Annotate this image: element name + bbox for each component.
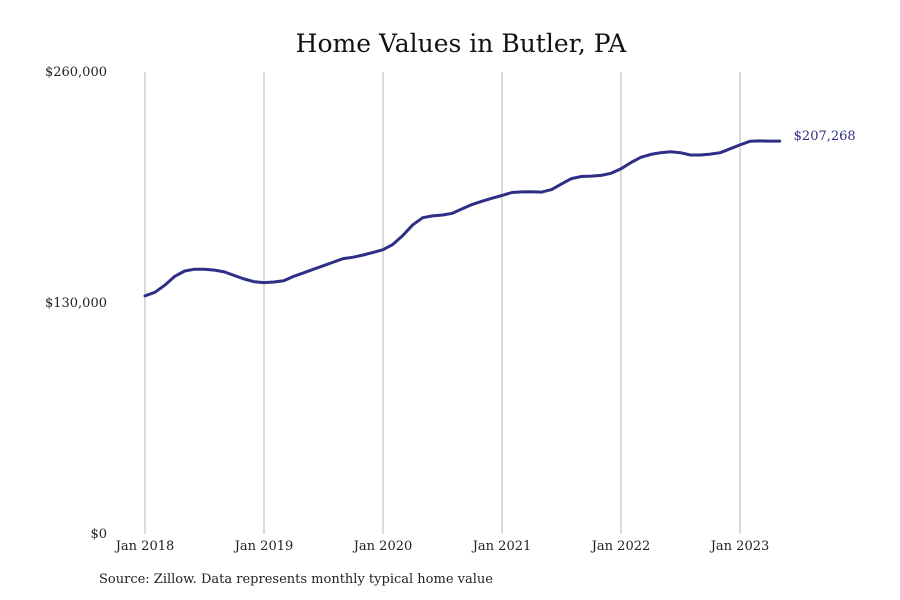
y-tick-label: $0	[90, 527, 107, 542]
x-axis-ticks: Jan 2018 Jan 2019 Jan 2020 Jan 2021 Jan 2022…	[114, 539, 770, 554]
series-line	[143, 139, 782, 298]
end-value-label: $207,268	[794, 129, 856, 144]
x-tick-label: Jan 2021	[471, 539, 532, 554]
y-axis-ticks: $0 $130,000 $260,000	[45, 65, 107, 542]
gridlines	[144, 72, 741, 534]
y-tick-label: $130,000	[45, 296, 107, 311]
source-note: Source: Zillow. Data represents monthly …	[99, 572, 493, 587]
x-tick-label: Jan 2022	[590, 539, 651, 554]
x-tick-label: Jan 2018	[114, 539, 175, 554]
x-tick-label: Jan 2020	[352, 539, 413, 554]
chart-title: Home Values in Butler, PA	[296, 29, 628, 58]
x-tick-label: Jan 2019	[233, 539, 294, 554]
series-layer: $207,268	[143, 129, 856, 298]
y-tick-label: $260,000	[45, 65, 107, 80]
x-tick-label: Jan 2023	[709, 539, 770, 554]
